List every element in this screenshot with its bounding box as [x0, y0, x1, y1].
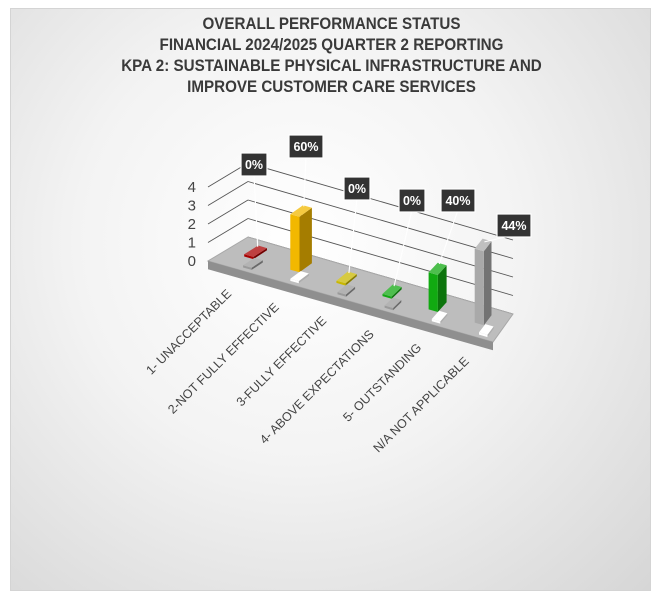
bar-top	[244, 245, 267, 257]
leader-line	[303, 155, 307, 207]
bar-side	[298, 273, 309, 284]
bar-top	[384, 297, 402, 308]
leader-line	[348, 197, 358, 274]
bar-3	[336, 271, 357, 286]
bar-front	[382, 293, 392, 299]
data-label-box	[496, 213, 532, 238]
bar-secondary-6	[479, 324, 494, 338]
leader-line	[253, 173, 259, 247]
bar-secondary-4	[384, 297, 402, 311]
title-line-2: FINANCIAL 2024/2025 QUARTER 2 REPORTING	[159, 36, 504, 54]
bar-side	[483, 241, 492, 326]
y-tick-label: 2	[188, 216, 196, 233]
data-label: 0%	[348, 182, 366, 196]
data-label-box	[240, 152, 268, 177]
bar-4	[382, 284, 402, 299]
category-label: 4- ABOVE EXPECTATIONS	[257, 327, 377, 447]
bar-side	[299, 207, 312, 273]
data-label: 0%	[403, 194, 421, 208]
bar-front	[431, 319, 441, 324]
bar-side	[391, 287, 402, 299]
chart-floor-edge	[208, 261, 493, 351]
y-tick-label: 3	[188, 198, 196, 215]
bar-5	[428, 262, 447, 312]
bar-top	[479, 324, 494, 335]
bar-top	[382, 284, 402, 297]
gridline	[247, 181, 514, 259]
bar-front	[474, 248, 484, 326]
y-tick-label: 0	[188, 253, 196, 270]
bar-1	[244, 245, 267, 260]
gridline-side	[207, 181, 249, 206]
bar-secondary-3	[337, 284, 356, 297]
data-label: 40%	[445, 194, 470, 208]
bar-front	[336, 280, 346, 286]
bar-top	[337, 284, 356, 295]
chart-title: OVERALL PERFORMANCE STATUS FINANCIAL 202…	[27, 14, 637, 98]
bar-front	[290, 214, 300, 273]
bar-front	[244, 254, 254, 260]
data-label-box	[440, 188, 476, 213]
bar-top	[431, 310, 448, 322]
bar-secondary-1	[243, 257, 263, 270]
title-line-4: IMPROVE CUSTOMER CARE SERVICES	[187, 78, 476, 96]
bar-side	[437, 265, 447, 312]
bar-2	[290, 205, 312, 273]
bar-6	[474, 238, 492, 326]
bar-side	[440, 313, 448, 324]
gridline-side	[207, 218, 249, 243]
y-tick-label: 1	[188, 235, 196, 252]
bar-secondary-2	[290, 271, 309, 284]
data-label-box	[288, 134, 324, 159]
data-label: 44%	[501, 219, 526, 233]
bar-side	[253, 248, 267, 260]
leader-line	[438, 209, 459, 265]
data-label: 0%	[245, 158, 263, 172]
bar-front	[243, 265, 252, 270]
title-line-3: KPA 2: SUSTAINABLE PHYSICAL INFRASTRUCTU…	[121, 57, 542, 75]
bar-side	[487, 326, 494, 338]
bar-top	[243, 257, 263, 268]
bar-side	[251, 260, 263, 270]
bar-top	[290, 271, 309, 282]
bar-front	[384, 305, 394, 311]
data-label: 60%	[293, 140, 318, 154]
bar-front	[337, 292, 346, 297]
y-tick-label: 4	[188, 179, 196, 196]
data-label-box	[343, 176, 371, 201]
bar-side	[346, 286, 356, 297]
leader-line	[393, 209, 413, 287]
bar-top	[428, 262, 447, 275]
bar-secondary-5	[431, 310, 448, 324]
title-line-1: OVERALL PERFORMANCE STATUS	[202, 15, 461, 33]
gridline-side	[207, 199, 249, 225]
data-label-box	[398, 188, 426, 213]
gridline	[247, 199, 514, 278]
gridline	[247, 162, 514, 241]
bar-side	[393, 300, 402, 311]
bar-top	[290, 205, 312, 217]
bar-front	[479, 332, 488, 338]
bar-front	[290, 278, 299, 284]
bar-top	[336, 271, 357, 284]
bar-front	[428, 272, 438, 312]
category-label: 2-NOT FULLY EFFECTIVE	[165, 300, 281, 416]
bar-side	[345, 274, 357, 286]
